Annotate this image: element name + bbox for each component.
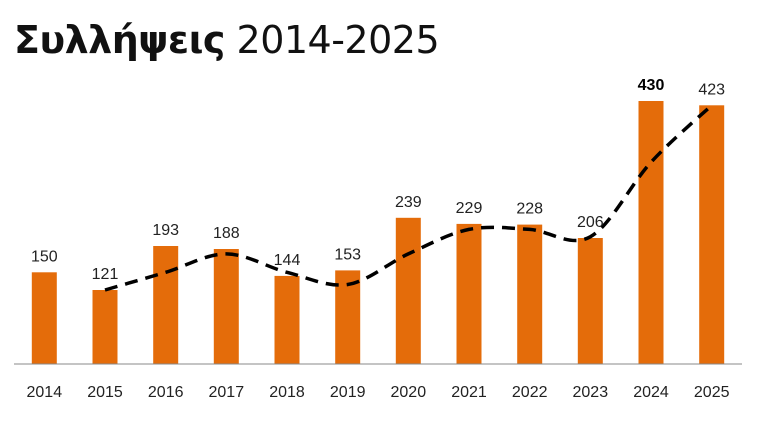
bar-2017 [213,249,239,364]
bar-2024 [638,101,664,364]
bar-2025 [699,105,725,365]
data-label-2017: 188 [213,225,240,242]
data-label-2024: 430 [638,77,665,94]
bar-2022 [517,224,543,364]
x-tick-2024: 2024 [633,384,669,401]
data-label-2021: 229 [456,200,483,217]
data-label-2020: 239 [395,194,422,211]
x-tick-2022: 2022 [512,384,548,401]
bar-2020 [395,217,421,364]
x-tick-2021: 2021 [451,384,487,401]
bars-group [31,101,725,365]
bar-2014 [31,272,57,364]
data-label-2014: 150 [31,248,58,265]
data-labels-group: 150 121 193 188 144 153 239 229 228 206 430 423 [31,77,725,283]
data-label-2025: 423 [698,81,725,98]
bar-2015 [92,290,118,364]
x-tick-2014: 2014 [27,384,63,401]
chart-title: Συλλήψεις 2014-2025 [14,18,440,62]
trendline-group [104,104,713,292]
data-label-2022: 228 [516,201,543,218]
bar-2021 [456,223,482,364]
data-label-2019: 153 [334,246,361,263]
data-label-2018: 144 [274,252,301,269]
x-tick-2025: 2025 [694,384,730,401]
x-tick-labels-group: 2014 2015 2016 2017 2018 2019 2020 2021 2022 2023… [27,384,730,401]
x-tick-2018: 2018 [269,384,305,401]
data-label-2015: 121 [92,266,119,283]
bar-2018 [274,275,300,364]
chart-title-main: Συλλήψεις [14,18,225,62]
data-label-2023: 206 [577,214,604,231]
x-tick-2019: 2019 [330,384,366,401]
data-label-2016: 193 [152,222,179,239]
x-tick-2016: 2016 [148,384,184,401]
x-tick-2020: 2020 [391,384,427,401]
bar-2016 [153,246,179,364]
x-tick-2023: 2023 [573,384,609,401]
bar-2023 [577,238,603,364]
chart-title-range: 2014-2025 [236,18,440,62]
x-tick-2017: 2017 [209,384,245,401]
x-tick-2015: 2015 [87,384,123,401]
trendline [104,104,713,292]
